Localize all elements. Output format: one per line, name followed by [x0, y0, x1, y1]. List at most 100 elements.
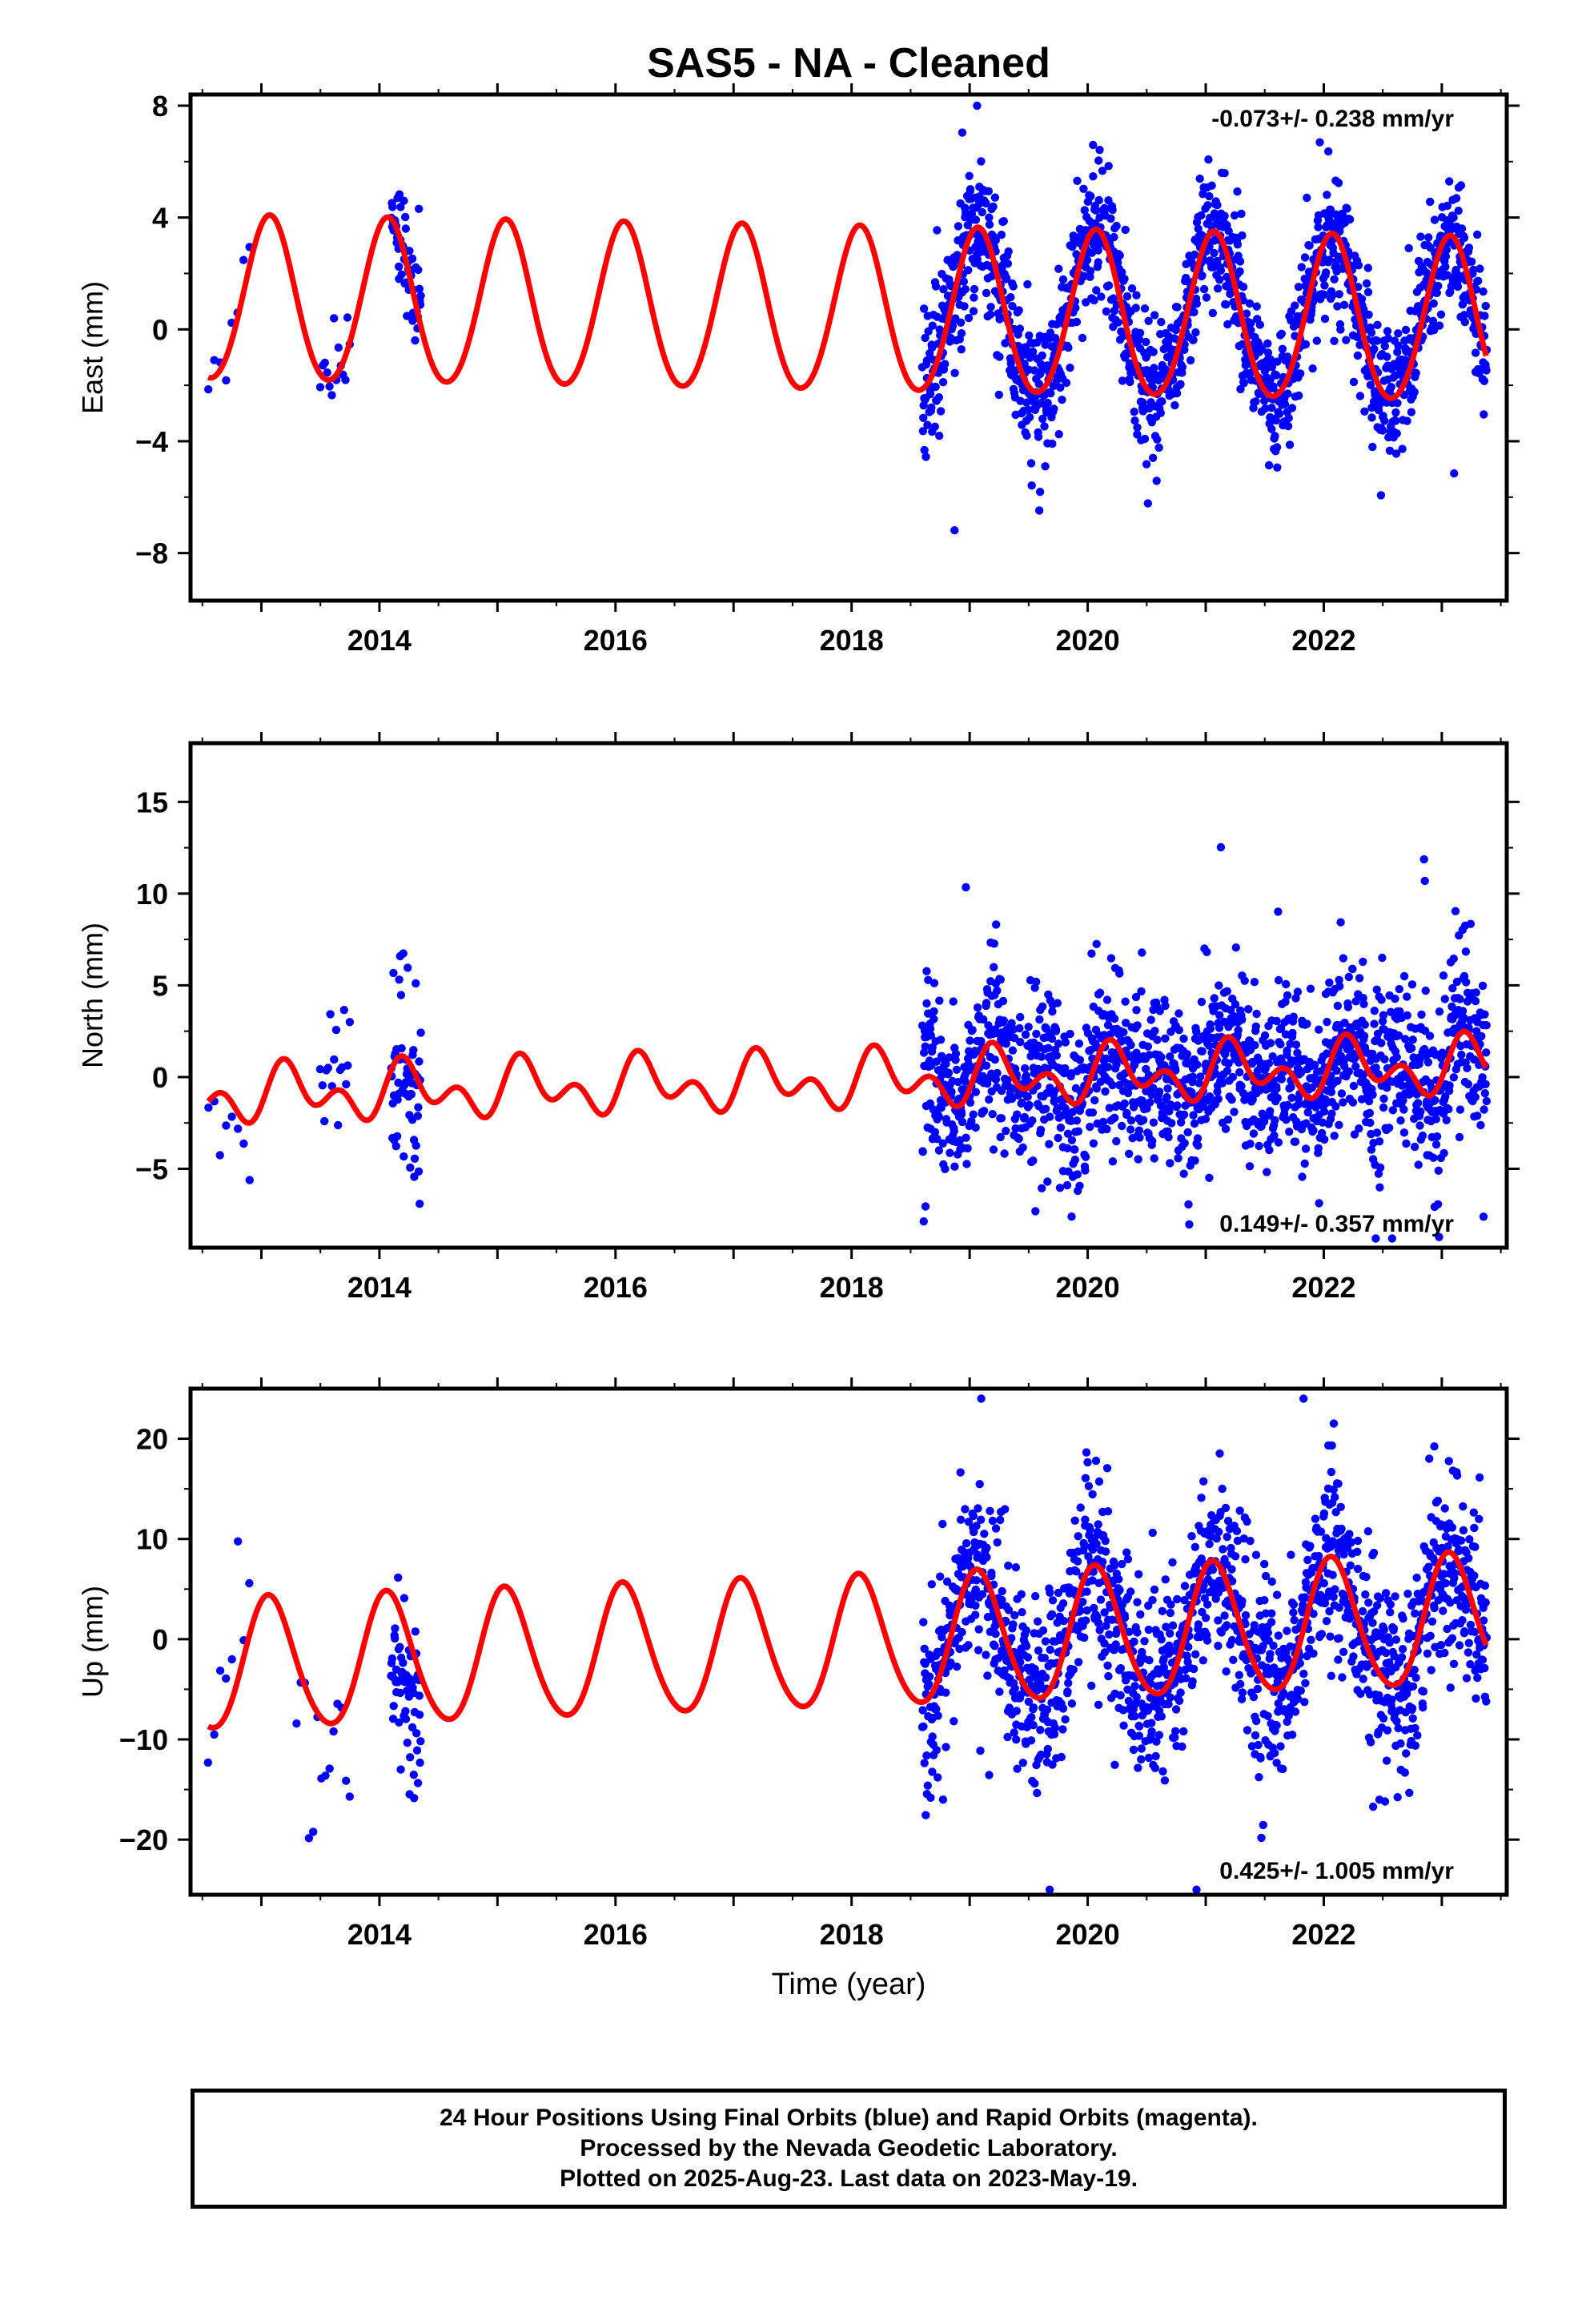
data-point [1174, 1009, 1183, 1018]
data-point [1399, 1614, 1407, 1623]
east-rate-label: -0.073+/- 0.238 mm/yr [1211, 106, 1454, 132]
data-point [1171, 1727, 1180, 1735]
data-point [1359, 994, 1367, 1003]
data-point [1456, 995, 1464, 1003]
data-point [1274, 1138, 1283, 1147]
east-model-fit-line [206, 212, 1489, 401]
data-point [984, 187, 994, 195]
data-point [1201, 1115, 1211, 1124]
data-point [1138, 1096, 1147, 1105]
data-point [1385, 446, 1395, 455]
data-point [1336, 325, 1345, 334]
data-point [1349, 1652, 1358, 1661]
data-point [1403, 1590, 1412, 1598]
data-point [1188, 1072, 1198, 1081]
data-point [1251, 1041, 1259, 1050]
x-tick-label: 2014 [347, 1271, 412, 1304]
data-point [1205, 1173, 1214, 1183]
data-point [947, 1088, 956, 1096]
data-point [1430, 1603, 1439, 1613]
data-point [1134, 1570, 1143, 1579]
data-point [409, 1046, 418, 1055]
data-point [1267, 1609, 1276, 1618]
data-point [1119, 1027, 1128, 1037]
data-point [1180, 1139, 1189, 1148]
data-point [1224, 227, 1233, 235]
data-point [1185, 1220, 1194, 1229]
data-point [1480, 1105, 1488, 1114]
data-point [1301, 340, 1311, 349]
data-point [1223, 1532, 1231, 1542]
data-point [1253, 1684, 1263, 1694]
data-point [1140, 304, 1150, 313]
data-point [1399, 971, 1409, 981]
data-point [1369, 1548, 1379, 1558]
data-point [1064, 1679, 1073, 1687]
data-point [1311, 1514, 1320, 1523]
data-point [1338, 1673, 1347, 1682]
data-point [1121, 997, 1130, 1006]
data-point [1061, 1038, 1070, 1047]
data-point [1205, 191, 1214, 201]
data-point [1003, 259, 1013, 268]
data-point [1182, 1050, 1192, 1059]
data-point [1104, 162, 1113, 171]
data-point [985, 1771, 994, 1779]
data-point [1271, 416, 1281, 425]
data-point [1309, 1649, 1318, 1658]
data-point [1293, 987, 1303, 996]
data-point [1392, 1717, 1401, 1726]
data-point [974, 1504, 982, 1513]
data-point [998, 996, 1008, 1006]
data-point [933, 226, 942, 235]
data-point [1126, 377, 1134, 387]
data-point [959, 277, 969, 286]
data-point [1402, 1749, 1411, 1758]
data-point [1410, 1666, 1419, 1675]
data-point [985, 213, 994, 222]
data-point [414, 1103, 423, 1112]
data-point [1458, 1616, 1467, 1625]
data-point [204, 1103, 213, 1112]
data-point [1443, 271, 1452, 279]
data-point [971, 1610, 980, 1619]
data-point [1148, 1084, 1158, 1092]
data-point [1231, 1552, 1240, 1561]
data-point [1299, 1669, 1308, 1679]
data-point [934, 393, 944, 402]
data-point [1260, 1559, 1269, 1569]
data-point [1266, 1107, 1275, 1116]
north-rate-label: 0.149+/- 0.357 mm/yr [1219, 1211, 1454, 1237]
data-point [998, 1586, 1006, 1596]
data-point [1197, 1494, 1206, 1502]
data-point [330, 314, 339, 323]
data-point [1333, 1076, 1342, 1086]
data-point [982, 999, 991, 1007]
data-point [1133, 430, 1142, 439]
data-point [1172, 388, 1182, 398]
data-point [923, 420, 932, 429]
data-point [1357, 295, 1367, 304]
data-point [399, 949, 408, 958]
data-point [990, 963, 998, 971]
data-point [931, 382, 940, 392]
data-point [1162, 1092, 1171, 1102]
data-point [1072, 1567, 1081, 1576]
data-point [1100, 1639, 1109, 1648]
data-point [1131, 992, 1141, 1002]
data-point [1236, 1679, 1245, 1689]
data-point [1002, 1039, 1011, 1048]
data-point [1131, 1699, 1140, 1708]
data-point [1198, 271, 1207, 280]
data-point [1021, 1063, 1030, 1073]
data-point [1306, 1542, 1315, 1550]
data-point [988, 1516, 998, 1526]
data-point [996, 1515, 1005, 1525]
data-point [1255, 1773, 1263, 1782]
data-point [1047, 1610, 1057, 1619]
data-point [1471, 996, 1480, 1006]
data-point [1088, 1108, 1098, 1117]
data-point [1207, 181, 1216, 190]
data-point [941, 1164, 950, 1174]
data-point [1440, 1504, 1449, 1513]
